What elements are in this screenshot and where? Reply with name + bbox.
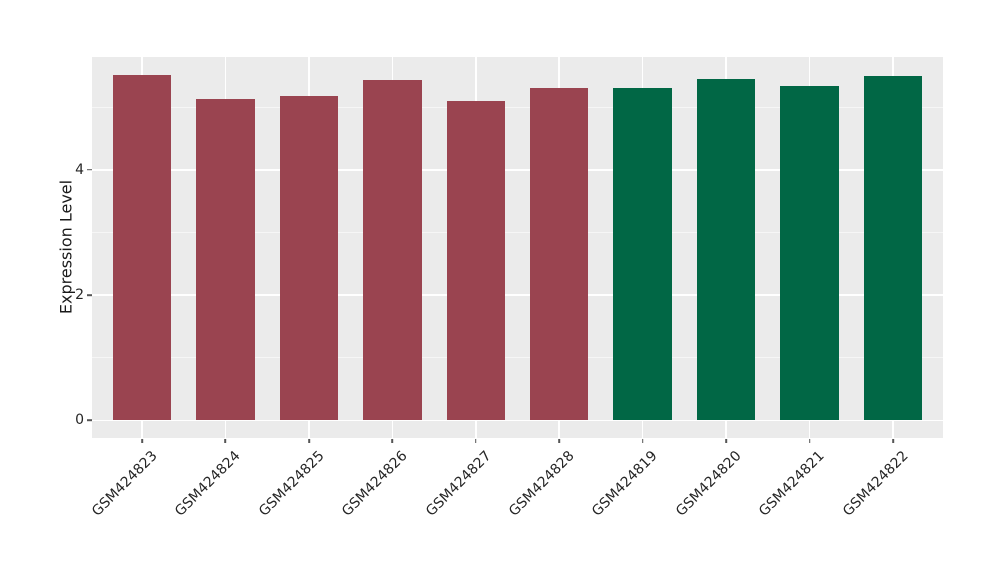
- y-tick-mark: [87, 419, 92, 422]
- x-tick-mark: [641, 438, 644, 443]
- y-tick-label: 2: [75, 287, 84, 304]
- x-tick-mark: [391, 438, 394, 443]
- x-tick-label: GSM424828: [505, 448, 578, 520]
- bar: [446, 101, 505, 421]
- x-tick-mark: [141, 438, 143, 443]
- x-tick-label: GSM424825: [255, 448, 328, 520]
- bar: [112, 74, 172, 421]
- x-tick-mark: [808, 438, 811, 443]
- bar: [863, 76, 923, 421]
- x-tick-mark: [725, 438, 727, 443]
- x-tick-label: GSM424819: [589, 448, 661, 520]
- y-tick-label: 0: [75, 412, 84, 429]
- bar: [196, 98, 255, 421]
- bar: [696, 78, 756, 421]
- y-minor-gridline: [92, 106, 943, 108]
- bar: [613, 87, 672, 421]
- bar: [279, 96, 339, 421]
- plot-area: [92, 57, 943, 438]
- x-tick-mark: [558, 438, 560, 443]
- y-tick-label: 4: [75, 161, 84, 178]
- x-tick-label: GSM424826: [339, 448, 411, 520]
- x-tick-label: GSM424822: [839, 448, 912, 520]
- y-minor-gridline: [92, 357, 943, 359]
- y-tick-mark: [87, 168, 92, 171]
- y-major-gridline: [92, 419, 943, 422]
- bar: [780, 86, 839, 421]
- y-major-gridline: [92, 294, 943, 296]
- x-tick-label: GSM424821: [756, 448, 828, 520]
- x-tick-label: GSM424824: [172, 448, 244, 520]
- y-minor-gridline: [92, 231, 943, 233]
- y-major-gridline: [92, 168, 943, 171]
- x-tick-mark: [892, 438, 894, 443]
- bar: [363, 79, 422, 421]
- x-tick-label: GSM424823: [88, 448, 161, 520]
- x-tick-mark: [224, 438, 227, 443]
- bar: [530, 88, 589, 421]
- x-tick-mark: [474, 438, 477, 443]
- x-tick-label: GSM424827: [422, 448, 495, 520]
- y-tick-mark: [87, 294, 92, 296]
- x-tick-mark: [308, 438, 310, 443]
- x-tick-label: GSM424820: [672, 448, 745, 520]
